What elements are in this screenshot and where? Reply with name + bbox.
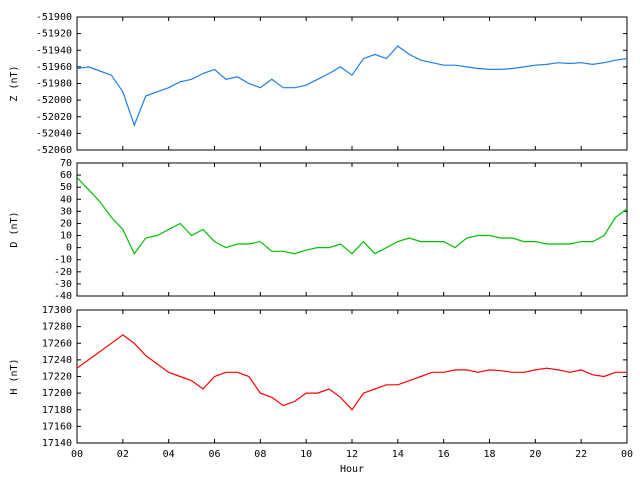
y-tick-label: -10: [54, 255, 72, 266]
y-tick-label: 60: [60, 170, 72, 181]
y-axis-label: Z (nT): [9, 65, 20, 101]
y-tick-label: 40: [60, 194, 72, 205]
x-tick-label: 12: [346, 449, 358, 460]
data-line: [76, 45, 628, 127]
y-tick-label: 17160: [42, 421, 72, 432]
x-tick-label: 04: [163, 449, 175, 460]
x-axis-label: Hour: [340, 464, 364, 475]
y-tick-label: -52000: [36, 95, 72, 106]
y-tick-label: 0: [66, 243, 72, 254]
y-tick-label: -20: [54, 267, 72, 278]
x-tick-label: 08: [254, 449, 266, 460]
y-tick-label: -51900: [36, 12, 72, 23]
x-tick-label: 22: [575, 449, 587, 460]
x-tick-label: 14: [392, 449, 404, 460]
y-tick-label: 30: [60, 206, 72, 217]
y-tick-label: -51960: [36, 62, 72, 73]
y-tick-label: -40: [54, 291, 72, 302]
x-tick-label: 20: [529, 449, 541, 460]
y-tick-label: -52020: [36, 112, 72, 123]
y-tick-label: -52040: [36, 128, 72, 139]
x-tick-label: 00: [71, 449, 83, 460]
y-tick-label: 70: [60, 158, 72, 169]
y-tick-label: 17300: [42, 305, 72, 316]
y-tick-label: -30: [54, 279, 72, 290]
x-tick-label: 16: [438, 449, 450, 460]
y-axis-label: H (nT): [9, 358, 20, 394]
plot-frame: [76, 309, 628, 444]
data-line: [76, 177, 628, 255]
y-tick-label: -51920: [36, 29, 72, 40]
y-tick-label: 17280: [42, 322, 72, 333]
plot-frame: [76, 16, 628, 151]
x-tick-label: 10: [300, 449, 312, 460]
x-tick-label: 18: [483, 449, 495, 460]
y-tick-label: -51980: [36, 79, 72, 90]
y-axis-label: D (nT): [9, 211, 20, 247]
y-tick-label: 17180: [42, 405, 72, 416]
y-tick-label: -51940: [36, 45, 72, 56]
plot-frame: [76, 162, 628, 297]
y-tick-label: 17140: [42, 438, 72, 449]
x-tick-label: 06: [208, 449, 220, 460]
y-tick-label: 17260: [42, 338, 72, 349]
y-tick-label: 10: [60, 231, 72, 242]
y-tick-label: 17240: [42, 355, 72, 366]
y-tick-label: 17220: [42, 372, 72, 383]
y-tick-label: -52060: [36, 145, 72, 156]
x-tick-label: 02: [117, 449, 129, 460]
y-tick-label: 50: [60, 182, 72, 193]
y-tick-label: 17200: [42, 388, 72, 399]
data-line: [76, 334, 627, 411]
y-tick-label: 20: [60, 218, 72, 229]
x-tick-label: 00: [621, 449, 633, 460]
